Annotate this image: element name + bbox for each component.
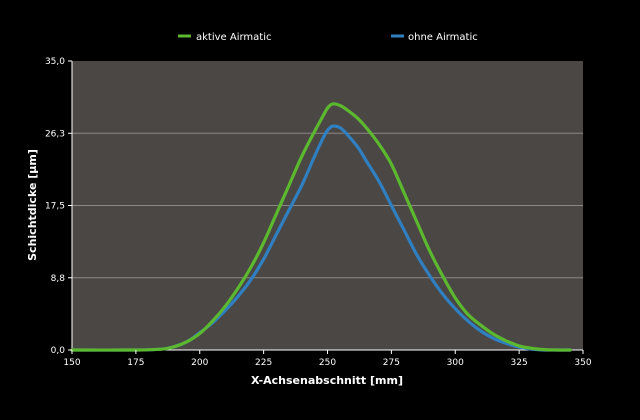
x-tick-label: 275 xyxy=(383,358,400,368)
y-tick-label: 17,5 xyxy=(45,202,65,212)
y-tick-label: 8,8 xyxy=(51,274,66,284)
y-tick-label: 35,0 xyxy=(45,57,65,67)
y-axis-ticks: 0,0 8,8 17,5 26,3 35,0 xyxy=(45,57,72,356)
x-tick-label: 200 xyxy=(191,358,208,368)
y-axis-title: Schichtdicke [µm] xyxy=(26,149,39,261)
legend-label-aktive-airmatic: aktive Airmatic xyxy=(196,32,272,43)
x-tick-label: 325 xyxy=(511,358,528,368)
x-tick-label: 250 xyxy=(319,358,336,368)
legend-label-ohne-airmatic: ohne Airmatic xyxy=(408,32,478,43)
x-tick-label: 175 xyxy=(127,358,144,368)
x-tick-label: 350 xyxy=(574,358,591,368)
series-line-aktive-airmatic xyxy=(70,102,572,352)
y-tick-label: 26,3 xyxy=(45,129,65,139)
legend: aktive Airmatic ohne Airmatic xyxy=(178,32,478,43)
x-axis-title: X-Achsenabschnitt [mm] xyxy=(251,374,403,387)
x-axis-ticks: 150 175 200 225 250 275 300 325 350 xyxy=(63,350,592,368)
x-tick-label: 150 xyxy=(63,358,80,368)
x-tick-label: 300 xyxy=(447,358,464,368)
x-tick-label: 225 xyxy=(255,358,272,368)
y-tick-label: 0,0 xyxy=(51,346,66,356)
series-lines xyxy=(70,102,572,352)
